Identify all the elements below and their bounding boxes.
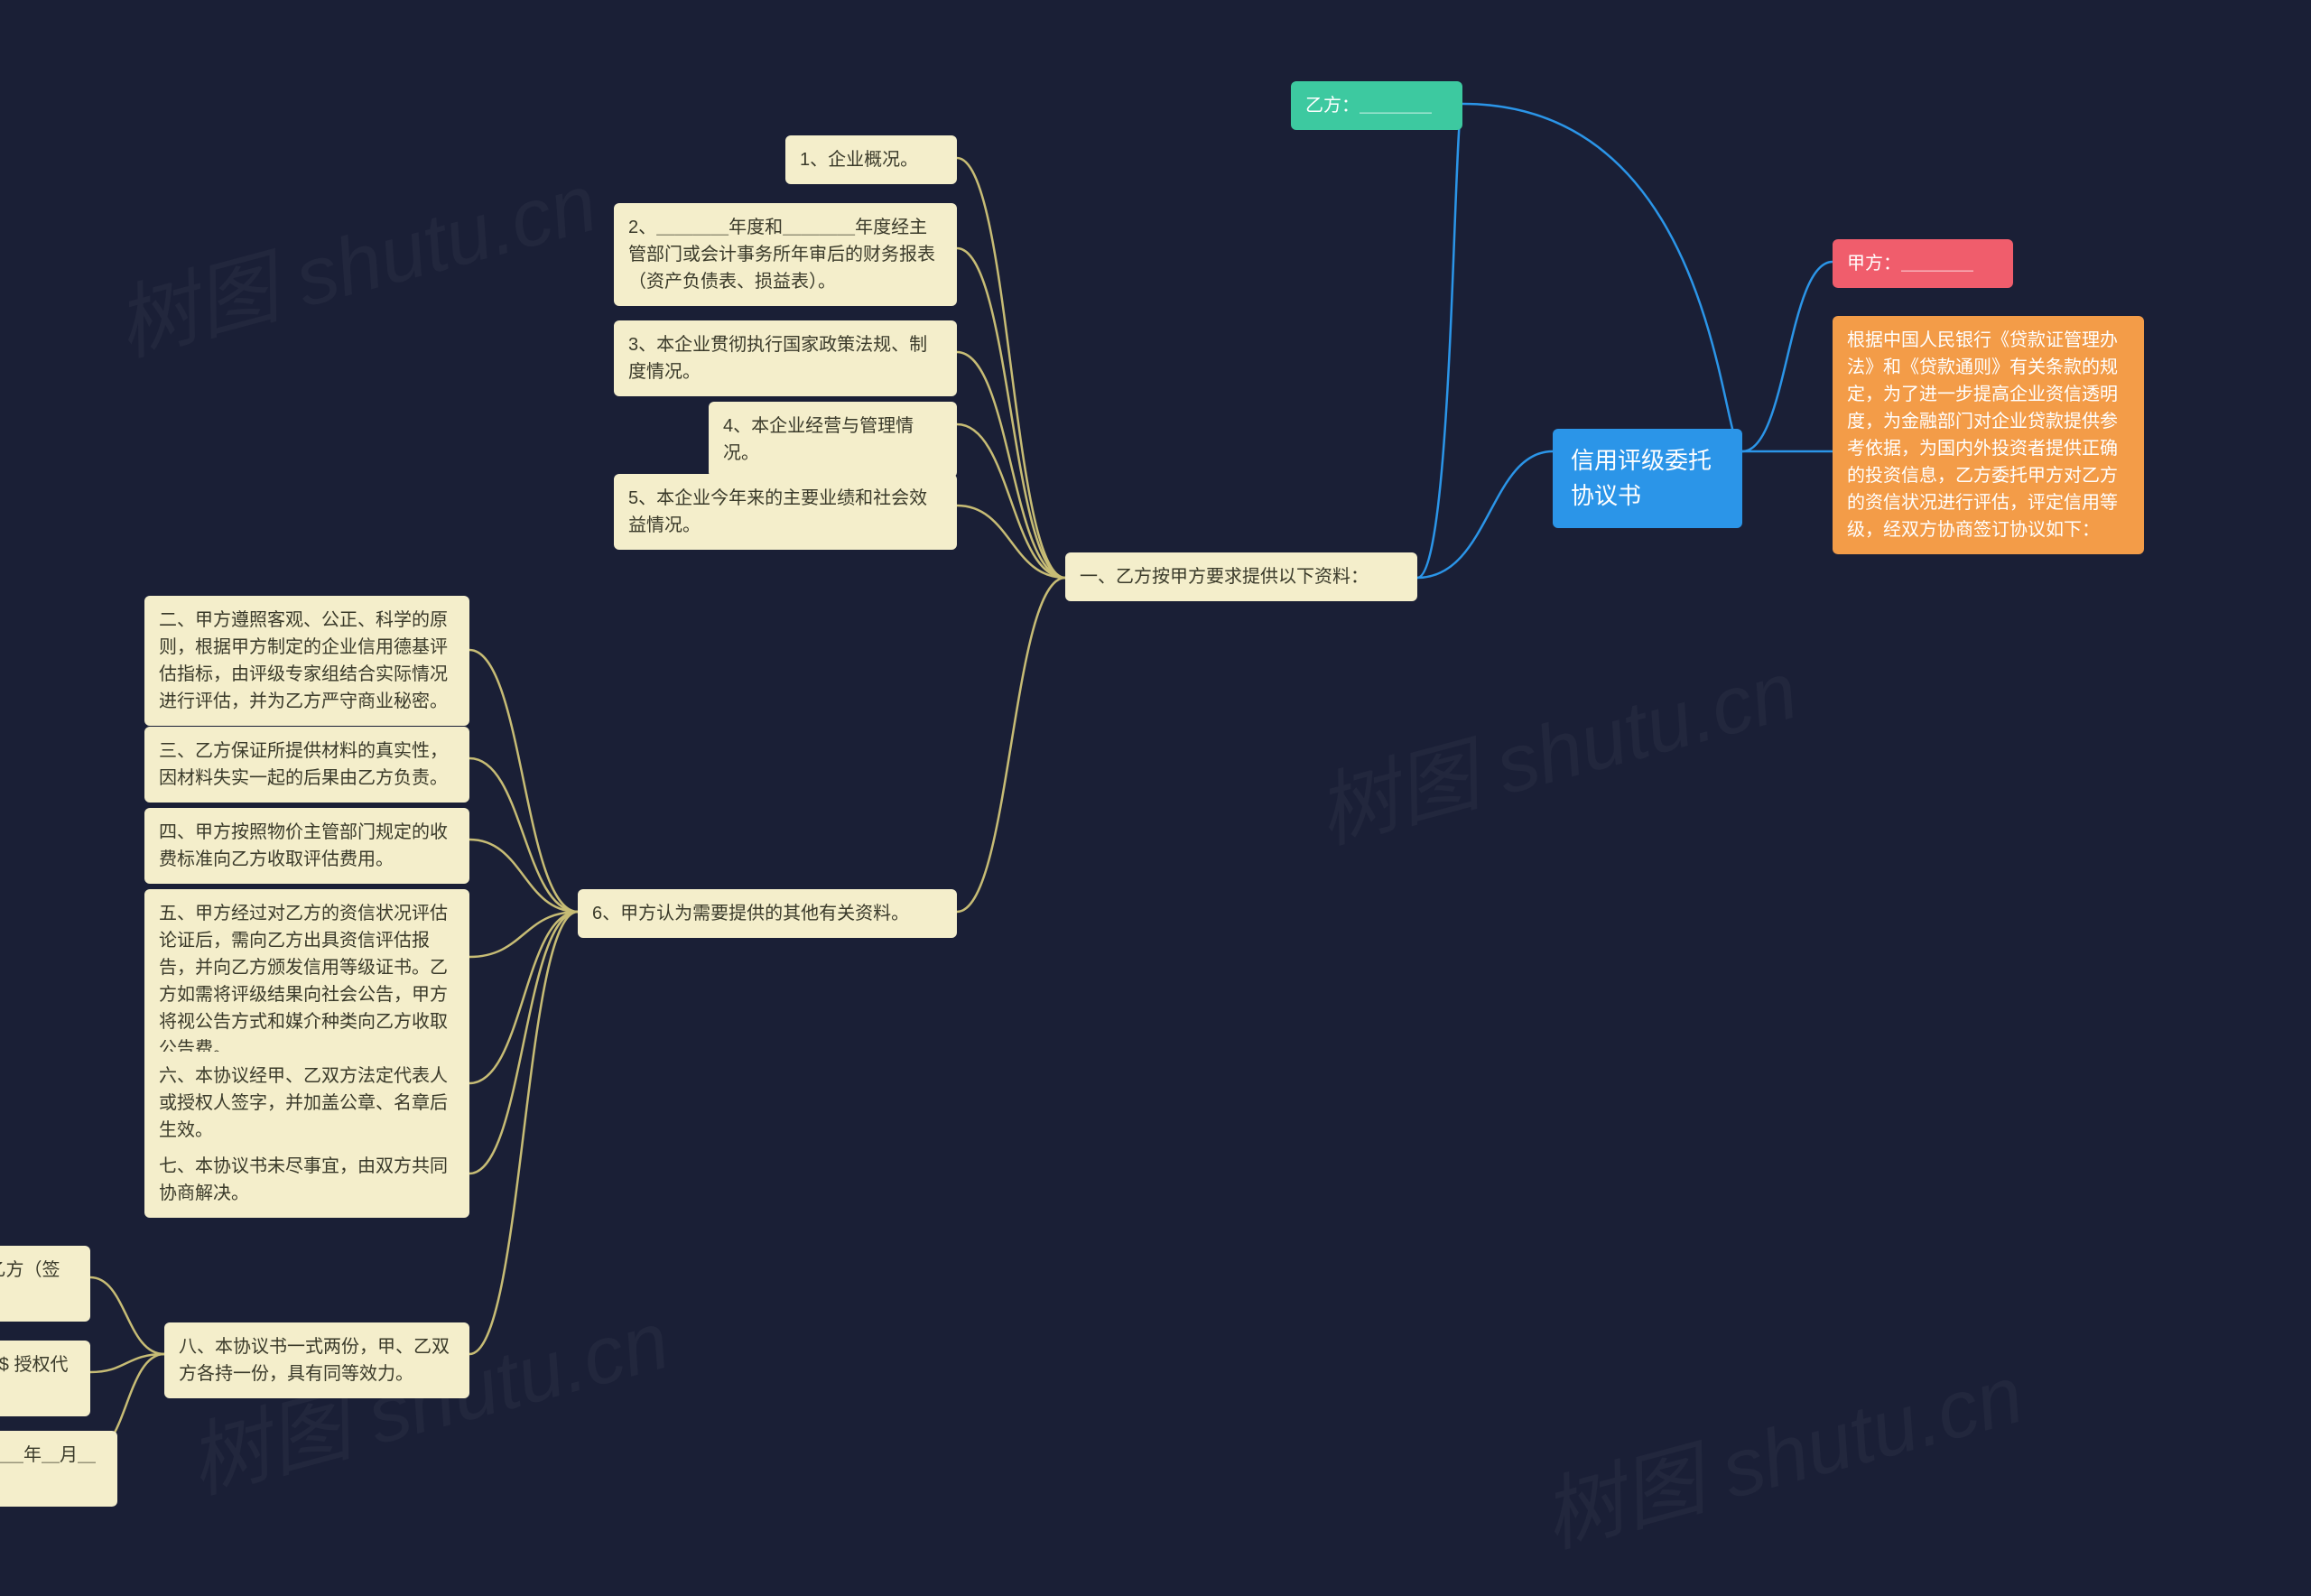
party-a-text: 甲方：＿＿＿＿	[1847, 254, 1973, 274]
item-3-text: 3、本企业贯彻执行国家政策法规、制度情况。	[628, 335, 927, 382]
root-node[interactable]: 信用评级委托协议书	[1553, 429, 1742, 528]
sign-line-3[interactable]: 签约时间：＿＿＿＿年＿月＿日	[0, 1431, 117, 1507]
clause-6-text: 六、本协议经甲、乙双方法定代表人或授权人签字，并加盖公章、名章后生效。	[159, 1066, 448, 1140]
item-5[interactable]: 5、本企业今年来的主要业绩和社会效益情况。	[614, 474, 957, 550]
clause-2-text: 二、甲方遵照客观、公正、科学的原则，根据甲方制定的企业信用德基评估指标，由评级专…	[159, 610, 448, 711]
clause-6[interactable]: 六、本协议经甲、乙双方法定代表人或授权人签字，并加盖公章、名章后生效。	[144, 1052, 469, 1155]
clause-8[interactable]: 八、本协议书一式两份，甲、乙双方各持一份，具有同等效力。	[164, 1322, 469, 1398]
item-4[interactable]: 4、本企业经营与管理情况。	[709, 402, 957, 478]
clause-2[interactable]: 二、甲方遵照客观、公正、科学的原则，根据甲方制定的企业信用德基评估指标，由评级专…	[144, 596, 469, 726]
item-1-text: 1、企业概况。	[800, 150, 918, 170]
clause-5-text: 五、甲方经过对乙方的资信状况评估论证后，需向乙方出具资信评估报告，并向乙方颁发信…	[159, 904, 448, 1059]
section-1-text: 一、乙方按甲方要求提供以下资料：	[1080, 567, 1369, 587]
root-text: 信用评级委托协议书	[1571, 447, 1712, 509]
clause-4-text: 四、甲方按照物价主管部门规定的收费标准向乙方收取评估费用。	[159, 822, 448, 869]
clause-3-text: 三、乙方保证所提供材料的真实性，因材料失实一起的后果由乙方负责。	[159, 741, 448, 788]
item-2[interactable]: 2、＿＿＿＿年度和＿＿＿＿年度经主管部门或会计事务所年审后的财务报表（资产负债表…	[614, 203, 957, 306]
intro-text: 根据中国人民银行《贷款证管理办法》和《贷款通则》有关条款的规定，为了进一步提高企…	[1847, 330, 2118, 540]
item-6-text: 6、甲方认为需要提供的其他有关资料。	[592, 904, 909, 923]
party-b-node[interactable]: 乙方：＿＿＿＿	[1291, 81, 1462, 130]
clause-4[interactable]: 四、甲方按照物价主管部门规定的收费标准向乙方收取评估费用。	[144, 808, 469, 884]
sign-line-2-text: 授权代表人 （签字）：$$$ 授权代表人（签字）：$$$	[0, 1355, 68, 1402]
sign-line-3-text: 签约时间：＿＿＿＿年＿月＿日	[0, 1445, 96, 1492]
item-2-text: 2、＿＿＿＿年度和＿＿＿＿年度经主管部门或会计事务所年审后的财务报表（资产负债表…	[628, 218, 935, 292]
clause-7[interactable]: 七、本协议书未尽事宜，由双方共同协商解决。	[144, 1142, 469, 1218]
clause-3[interactable]: 三、乙方保证所提供材料的真实性，因材料失实一起的后果由乙方负责。	[144, 727, 469, 803]
intro-node[interactable]: 根据中国人民银行《贷款证管理办法》和《贷款通则》有关条款的规定，为了进一步提高企…	[1833, 316, 2144, 554]
section-1-node[interactable]: 一、乙方按甲方要求提供以下资料：	[1065, 552, 1417, 601]
clause-5[interactable]: 五、甲方经过对乙方的资信状况评估论证后，需向乙方出具资信评估报告，并向乙方颁发信…	[144, 889, 469, 1073]
item-4-text: 4、本企业经营与管理情况。	[723, 416, 914, 463]
sign-line-1[interactable]: 甲方（签章）＿＿＿＿ 乙方（签章）：＿＿＿＿	[0, 1246, 90, 1322]
item-1[interactable]: 1、企业概况。	[785, 135, 957, 184]
party-b-text: 乙方：＿＿＿＿	[1305, 96, 1432, 116]
item-5-text: 5、本企业今年来的主要业绩和社会效益情况。	[628, 488, 927, 535]
item-6[interactable]: 6、甲方认为需要提供的其他有关资料。	[578, 889, 957, 938]
clause-7-text: 七、本协议书未尽事宜，由双方共同协商解决。	[159, 1156, 448, 1203]
sign-line-1-text: 甲方（签章）＿＿＿＿ 乙方（签章）：＿＿＿＿	[0, 1260, 60, 1307]
sign-line-2[interactable]: 授权代表人 （签字）：$$$ 授权代表人（签字）：$$$	[0, 1341, 90, 1416]
clause-8-text: 八、本协议书一式两份，甲、乙双方各持一份，具有同等效力。	[179, 1337, 450, 1384]
item-3[interactable]: 3、本企业贯彻执行国家政策法规、制度情况。	[614, 320, 957, 396]
party-a-node[interactable]: 甲方：＿＿＿＿	[1833, 239, 2013, 288]
